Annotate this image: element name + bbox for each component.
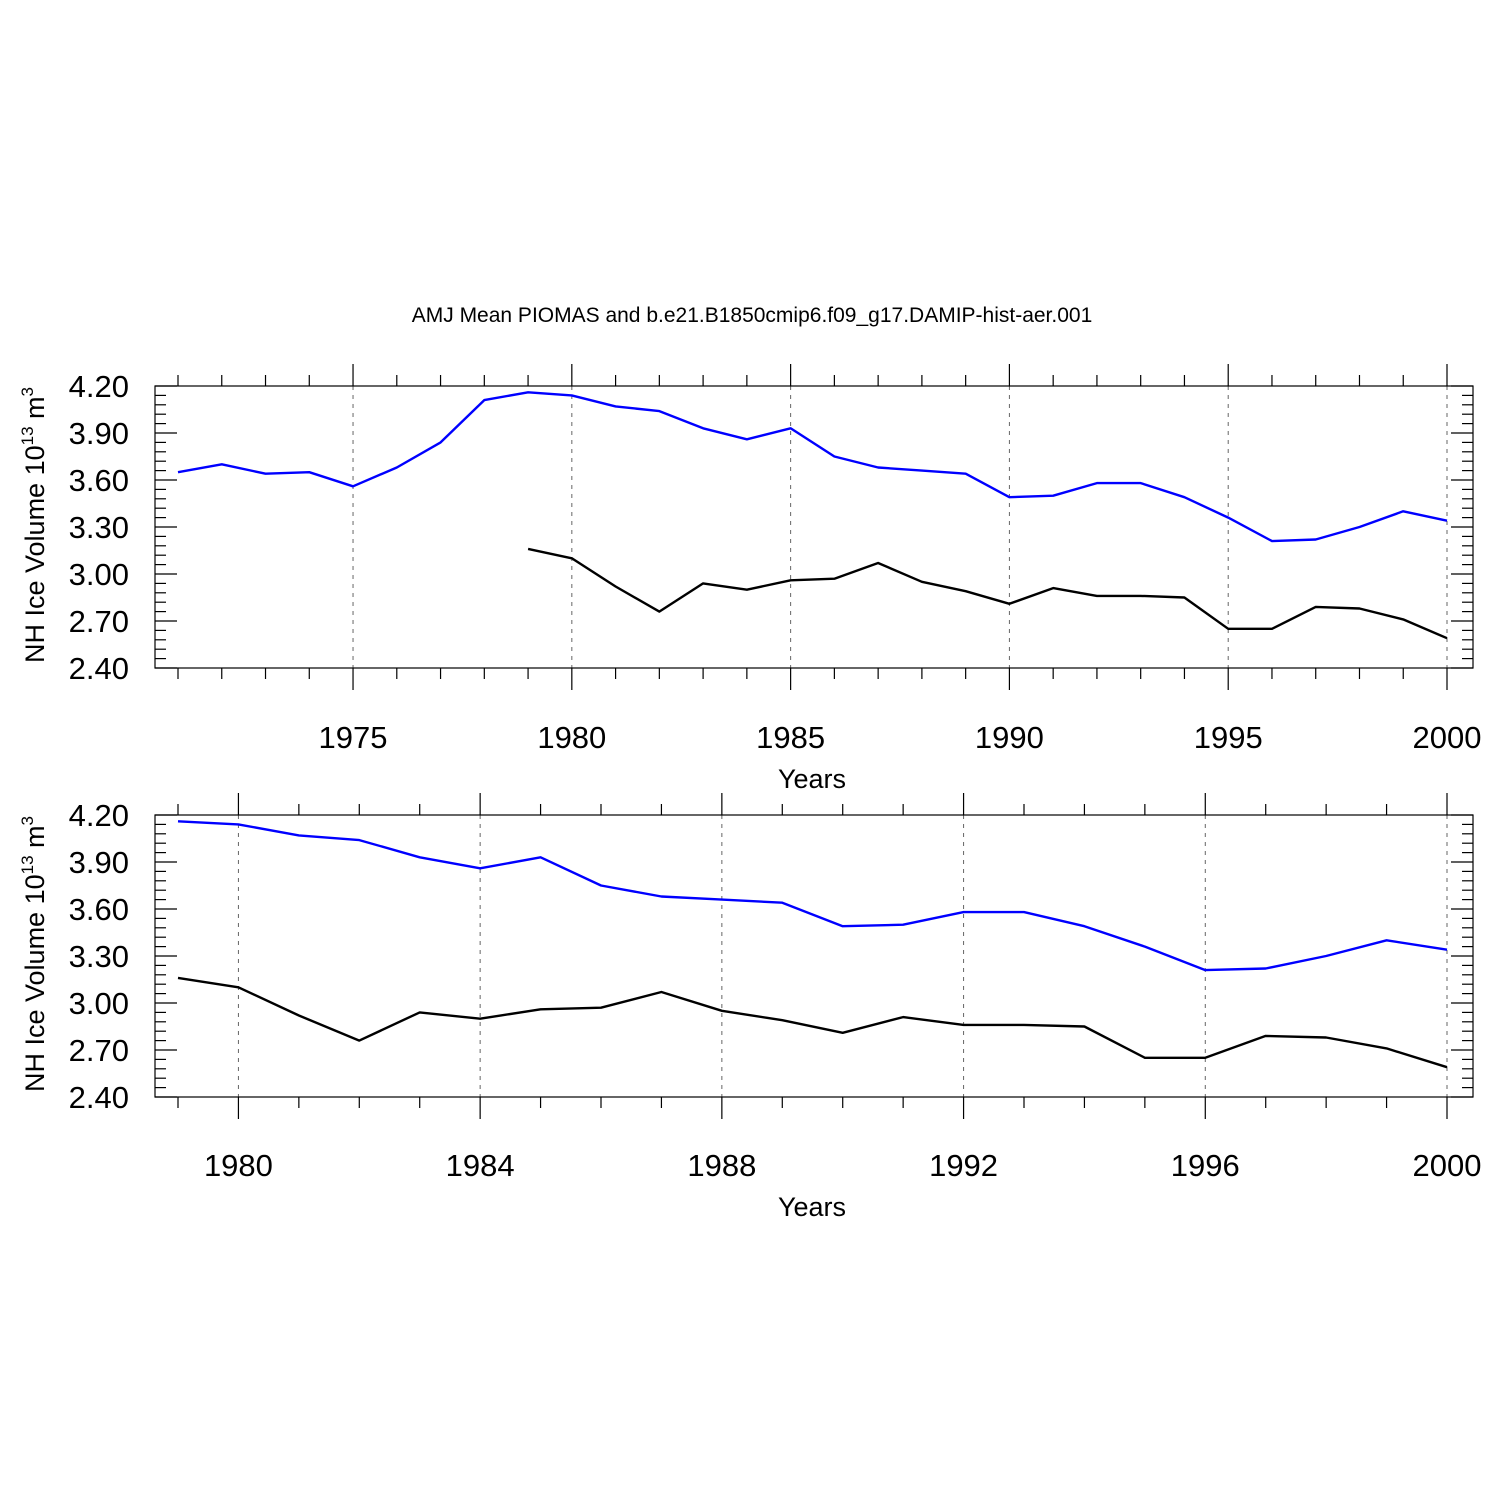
y-tick-label: 2.40 (69, 651, 129, 686)
x-axis-label: Years (778, 764, 846, 794)
x-tick-label: 2000 (1413, 720, 1482, 755)
y-tick-label: 3.90 (69, 416, 129, 451)
y-tick-label: 3.00 (69, 986, 129, 1021)
plot-frame (154, 814, 1474, 1098)
x-tick-label: 1996 (1171, 1148, 1240, 1183)
bottom-panel: 1980 1984 1988 1992 1996 2000 2.40 2.70 3.00 3.30… (18, 793, 1481, 1222)
x-tick-label: 1992 (929, 1148, 998, 1183)
y-tick-label: 2.70 (69, 1033, 129, 1068)
y-tick-label: 3.60 (69, 892, 129, 927)
y-tick-label: 3.00 (69, 557, 129, 592)
x-tick-label: 1995 (1194, 720, 1263, 755)
piomas-series-line (177, 976, 1448, 1069)
y-tick-label: 2.40 (69, 1080, 129, 1115)
model-series-line (177, 391, 1448, 543)
y-tick-label: 3.90 (69, 845, 129, 880)
plot-frame (154, 385, 1474, 669)
x-tick-label: 2000 (1413, 1148, 1482, 1183)
y-tick-label: 3.30 (69, 510, 129, 545)
x-axis-label: Years (778, 1192, 846, 1222)
y-tick-label: 2.70 (69, 604, 129, 639)
y-axis-label: NH Ice Volume 1013 m3 (18, 816, 50, 1092)
figure-title: AMJ Mean PIOMAS and b.e21.B1850cmip6.f09… (412, 304, 1093, 327)
piomas-series-line (527, 547, 1448, 640)
x-tick-label: 1990 (975, 720, 1044, 755)
y-axis-label: NH Ice Volume 1013 m3 (18, 387, 50, 663)
x-tick-label: 1984 (446, 1148, 515, 1183)
y-tick-label: 3.60 (69, 463, 129, 498)
top-panel: 1975 1980 1985 1990 1995 2000 2.40 2.70 3.00 3.30… (18, 364, 1481, 794)
y-tick-label: 4.20 (69, 369, 129, 404)
x-tick-label: 1975 (319, 720, 388, 755)
x-tick-label: 1988 (687, 1148, 756, 1183)
y-tick-label: 4.20 (69, 798, 129, 833)
x-tick-label: 1985 (756, 720, 825, 755)
x-tick-label: 1980 (204, 1148, 273, 1183)
x-tick-label: 1980 (537, 720, 606, 755)
y-tick-label: 3.30 (69, 939, 129, 974)
model-series-line (177, 820, 1448, 972)
